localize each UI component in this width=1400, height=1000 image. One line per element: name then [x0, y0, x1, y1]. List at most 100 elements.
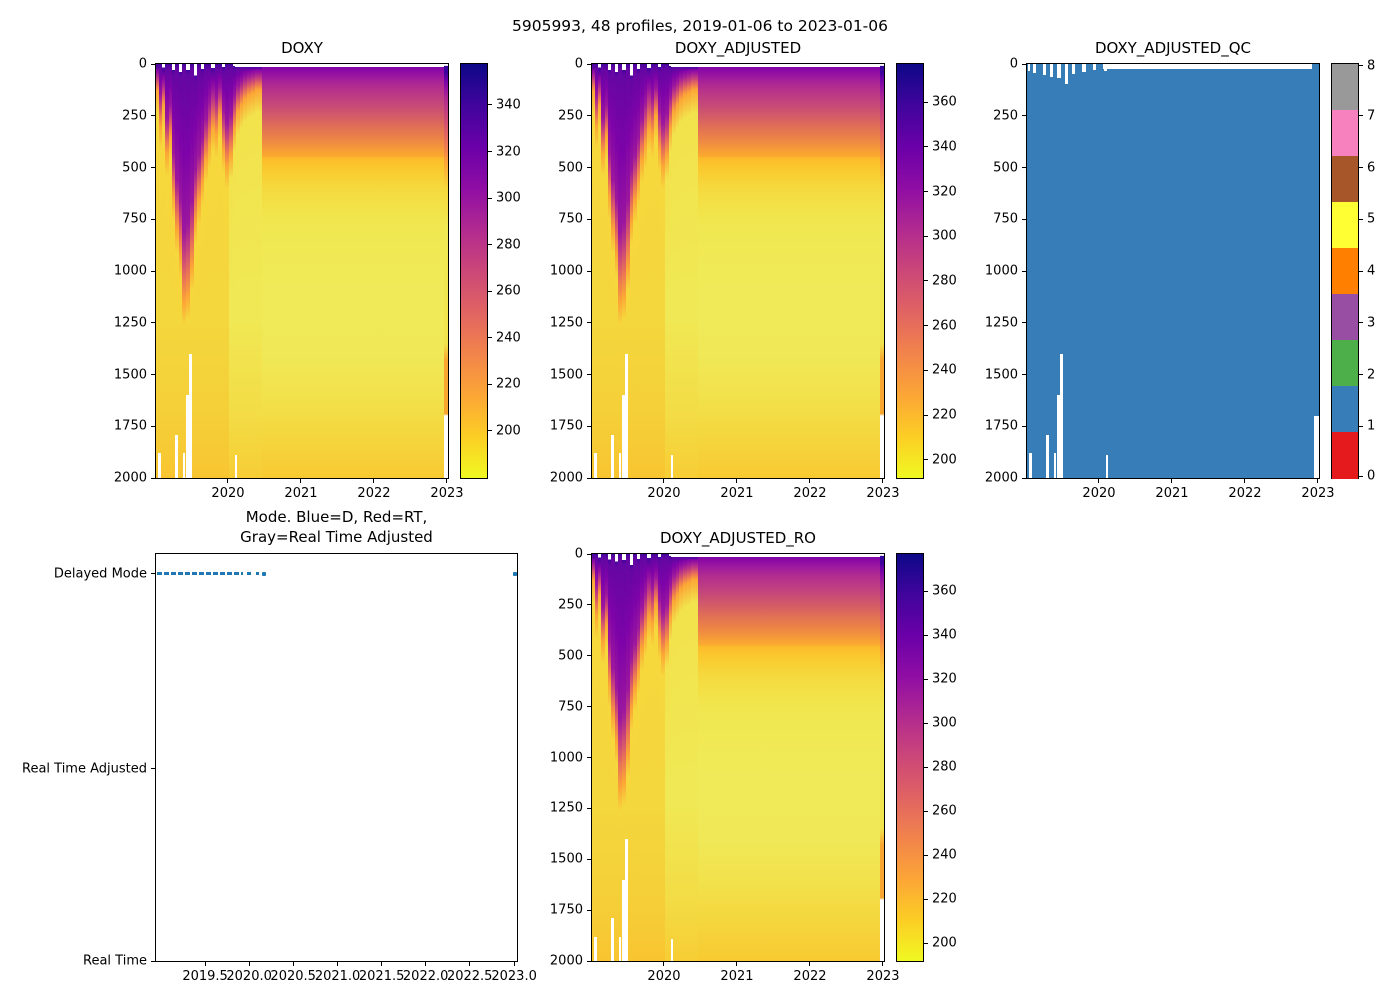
- colorbar-tick-label: 7: [1367, 108, 1376, 124]
- colorbar-tick-label: 300: [932, 228, 957, 244]
- x-tick-mark: [373, 478, 375, 483]
- y-tick-mark: [1022, 167, 1027, 168]
- qc-colorbar-segment: [1332, 64, 1358, 111]
- missing-data-bar: [618, 936, 622, 961]
- x-tick-mark: [809, 961, 811, 966]
- y-tick-label: 1500: [984, 367, 1018, 382]
- missing-data-bar: [670, 938, 673, 961]
- profile-column: [193, 64, 199, 478]
- colorbar-tick-mark: [487, 244, 492, 246]
- missing-data-bar: [1060, 353, 1063, 478]
- profile-column: [682, 64, 688, 478]
- y-tick-mark: [587, 477, 592, 479]
- colorbar-tick-mark: [923, 722, 928, 724]
- x-tick-mark: [736, 478, 738, 483]
- profile-column: [229, 64, 234, 478]
- missing-data-bar: [622, 395, 625, 478]
- y-tick-label: 750: [122, 211, 147, 227]
- delayed-mode-dot: [513, 571, 517, 576]
- y-tick-label: 1000: [113, 263, 147, 279]
- y-tick-label: 1000: [549, 750, 583, 765]
- profile-column: [633, 64, 638, 478]
- y-tick-label: 500: [558, 648, 583, 664]
- doxy-adjusted-qc-panel-title: DOXY_ADJUSTED_QC: [1094, 39, 1252, 57]
- x-tick-label: 2023: [866, 969, 900, 984]
- profile-column: [598, 554, 603, 961]
- profile-column: [647, 554, 652, 961]
- profile-column: [162, 64, 167, 478]
- colorbar-tick-label: 2: [1367, 367, 1376, 382]
- y-tick-mark: [1022, 425, 1027, 427]
- y-tick-mark: [151, 768, 156, 770]
- y-tick-label: 1500: [549, 851, 583, 867]
- colorbar-tick-label: 220: [932, 891, 957, 907]
- surface-missing-notch: [1071, 64, 1076, 75]
- y-tick-label: 1250: [984, 315, 1018, 331]
- missing-data-bar: [157, 453, 161, 478]
- y-tick-mark: [151, 374, 156, 375]
- missing-data-bar: [1314, 415, 1319, 478]
- profile-column: [686, 554, 693, 961]
- x-tick-mark: [248, 961, 250, 966]
- figure-title: 5905993, 48 profiles, 2019-01-06 to 2023…: [512, 17, 888, 35]
- profile-column: [607, 64, 613, 478]
- y-tick-label: 1250: [549, 315, 583, 331]
- x-tick-label: 2021: [720, 486, 754, 501]
- y-tick-mark: [587, 858, 592, 860]
- colorbar-tick-label: 240: [932, 362, 957, 378]
- y-tick-label: 0: [574, 546, 583, 562]
- colorbar-tick-mark: [487, 430, 492, 432]
- x-tick-label: 2020: [1082, 486, 1116, 501]
- profile-column: [675, 64, 680, 478]
- colorbar-tick-mark: [923, 235, 928, 237]
- doxy-adjusted-qc-plot-area: [1027, 64, 1319, 478]
- y-tick-mark: [587, 115, 592, 117]
- y-tick-mark: [151, 218, 156, 220]
- profile-column: [592, 64, 596, 478]
- profile-column: [156, 64, 160, 478]
- doxy-adjusted-colorbar: 360 340 320 300 280 260 240 220 200: [896, 63, 957, 479]
- surface-missing-strip: [670, 64, 880, 68]
- profile-column: [643, 554, 649, 961]
- profile-column: [622, 64, 628, 478]
- profile-column: [691, 64, 699, 478]
- y-tick-mark: [587, 63, 592, 65]
- x-tick-label: 2021: [1155, 486, 1189, 501]
- profile-column: [607, 554, 613, 961]
- y-tick-mark: [587, 807, 592, 809]
- y-tick-label: 750: [558, 211, 583, 227]
- doxy-adjusted-qc-colorbar: 8 7 6 5 4 3 2 1 0: [1331, 58, 1375, 484]
- x-tick-label: 2021.0: [314, 969, 361, 984]
- y-tick-mark: [151, 270, 156, 272]
- profile-column: [650, 554, 656, 961]
- profile-column: [668, 64, 673, 478]
- qc-colorbar-segment: [1332, 339, 1358, 387]
- profile-column: [650, 64, 656, 478]
- y-tick-label: 2000: [549, 953, 583, 969]
- colorbar-tick-label: 260: [932, 318, 957, 334]
- profile-column: [640, 554, 645, 961]
- colorbar-tick-label: 200: [932, 452, 957, 468]
- colorbar-gradient: [461, 64, 487, 478]
- qc-colorbar-segment: [1332, 110, 1358, 157]
- profile-column: [654, 554, 659, 961]
- y-tick-label: 500: [122, 160, 147, 175]
- x-tick-mark: [292, 961, 294, 966]
- profile-column: [171, 64, 177, 478]
- profile-column: [158, 64, 164, 478]
- qc-colorbar-segment: [1332, 201, 1358, 249]
- x-tick-label: 2022.5: [446, 969, 493, 984]
- x-tick-mark: [1171, 478, 1173, 483]
- x-tick-mark: [663, 961, 665, 966]
- y-tick-mark: [587, 167, 592, 168]
- profile-column: [204, 64, 209, 478]
- missing-data-bar: [625, 353, 628, 478]
- x-tick-label: 2022: [793, 969, 827, 984]
- colorbar-tick-mark: [923, 101, 928, 103]
- profile-column: [675, 554, 680, 961]
- profile-column: [594, 64, 600, 478]
- missing-data-bar: [175, 434, 179, 478]
- mode-scatter-panel: Mode. Blue=D, Red=RT, Gray=Real Time Adj…: [22, 508, 537, 985]
- qc-colorbar-segment: [1332, 432, 1358, 479]
- y-tick-mark: [587, 270, 592, 272]
